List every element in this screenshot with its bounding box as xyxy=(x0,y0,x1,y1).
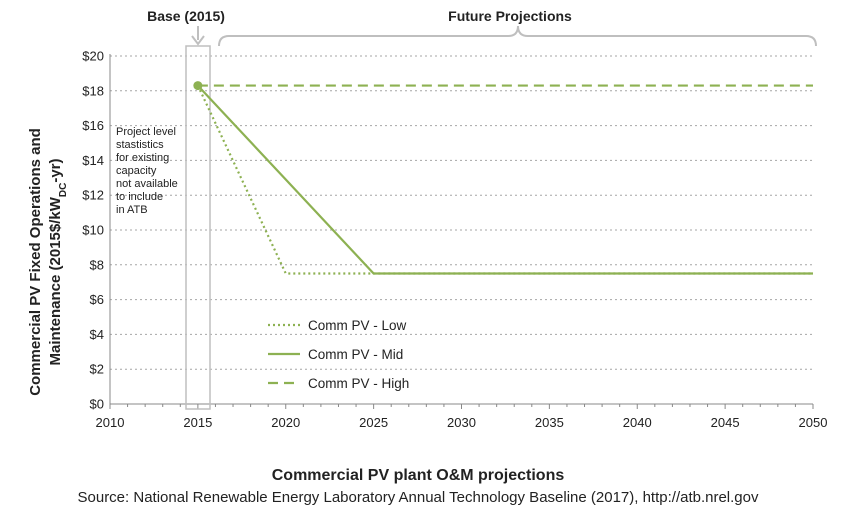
y-tick-label: $8 xyxy=(90,257,104,272)
future-label: Future Projections xyxy=(448,8,572,24)
y-tick-label: $12 xyxy=(82,188,104,203)
legend-label: Comm PV - Low xyxy=(308,318,407,333)
y-tick-label: $4 xyxy=(90,327,104,342)
y-tick-label: $20 xyxy=(82,49,104,64)
legend-label: Comm PV - Mid xyxy=(308,347,403,362)
y-tick-label: $14 xyxy=(82,153,104,168)
legend-label: Comm PV - High xyxy=(308,376,409,391)
y-axis-label-line1: Commercial PV Fixed Operations and xyxy=(27,128,44,396)
y-tick-label: $2 xyxy=(90,362,104,377)
y-axis-label: Commercial PV Fixed Operations and Maint… xyxy=(27,128,69,396)
x-tick-label: 2025 xyxy=(359,415,388,430)
y-tick-label: $6 xyxy=(90,292,104,307)
x-tick-label: 2030 xyxy=(447,415,476,430)
y-tick-label: $0 xyxy=(90,397,104,412)
series-line-comm-pv-mid xyxy=(197,84,813,275)
axes xyxy=(109,54,814,409)
x-tick-label: 2040 xyxy=(623,415,652,430)
y-tick-label: $10 xyxy=(82,223,104,238)
note-line: capacity xyxy=(116,165,157,177)
series-lines xyxy=(193,81,813,275)
x-tick-label: 2020 xyxy=(271,415,300,430)
base-arrow xyxy=(191,26,205,46)
note-line: in ATB xyxy=(116,204,148,216)
x-tick-label: 2010 xyxy=(96,415,125,430)
note-line: for existing xyxy=(116,152,169,164)
x-tick-label: 2050 xyxy=(799,415,828,430)
x-tick-label: 2045 xyxy=(711,415,740,430)
x-tick-label: 2035 xyxy=(535,415,564,430)
y-axis-label-line2: Maintenance (2015$/kWDC-yr) xyxy=(47,158,69,365)
y-tick-label: $16 xyxy=(82,118,104,133)
base-label: Base (2015) xyxy=(147,8,225,24)
y-tick-labels: $0 $2 $4 $6 $8 $10 $12 $14 $16 $18 $20 xyxy=(82,49,104,412)
note-line: Project level xyxy=(116,126,176,138)
note-line: not available xyxy=(116,178,178,190)
series-line-comm-pv-low xyxy=(196,85,813,275)
x-tick-labels: 2010 2015 2020 2025 2030 2035 2040 2045 2050 xyxy=(96,415,828,430)
future-brace xyxy=(218,25,817,47)
note-line: stastistics xyxy=(116,139,164,151)
legend: Comm PV - Low Comm PV - Mid Comm PV - High xyxy=(268,318,409,391)
chart-title: Commercial PV plant O&M projections xyxy=(272,467,565,484)
grid-lines xyxy=(110,55,813,370)
base-point-marker xyxy=(193,81,203,91)
x-tick-label: 2015 xyxy=(183,415,212,430)
note-line: to include xyxy=(116,191,163,203)
y-tick-label: $18 xyxy=(82,83,104,98)
base-year-box xyxy=(185,45,211,410)
source-text: Source: National Renewable Energy Labora… xyxy=(78,489,759,506)
